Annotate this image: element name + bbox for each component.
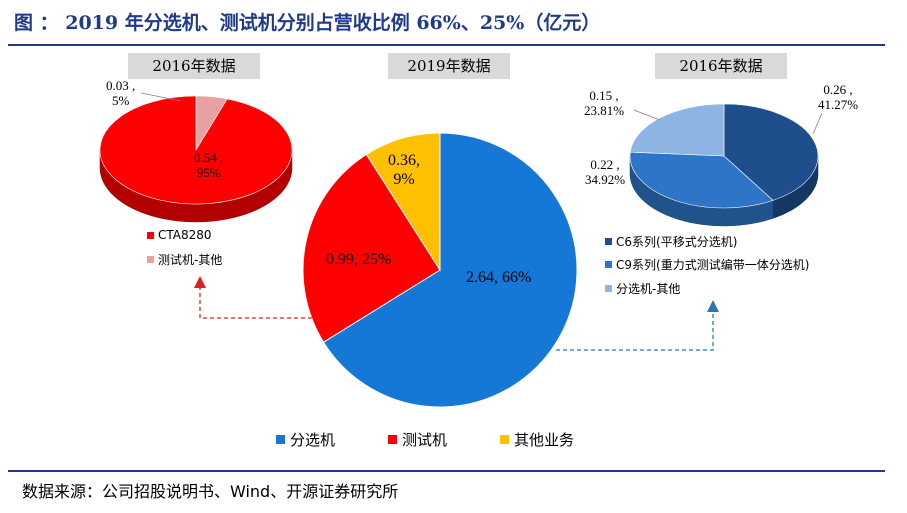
left-chart-title: 2016年数据	[128, 53, 260, 79]
legend-swatch	[605, 261, 612, 268]
right-pie-slice-2	[629, 103, 725, 157]
right-label-other: 0.15 , 23.81%	[584, 88, 625, 118]
left-leader-line	[140, 92, 182, 102]
legend-swatch	[147, 231, 154, 239]
legend-label: 测试机	[402, 431, 448, 449]
right-label-c9: 0.22 , 34.92%	[585, 157, 626, 187]
legend-swatch	[276, 435, 285, 444]
legend-label: 其他业务	[514, 431, 575, 449]
center-pie-slice-1	[302, 153, 441, 343]
top-rule	[8, 44, 885, 46]
center-legend-tester: 测试机	[388, 429, 447, 450]
center-label-other: 0.36, 9%	[388, 152, 420, 188]
right-leader-c6	[812, 112, 823, 135]
center-label-sorter: 2.64, 66%	[466, 269, 532, 286]
legend-label: C6系列(平移式分选机)	[616, 235, 738, 249]
left-label-cta8280: 0.54 , 95%	[194, 150, 224, 180]
center-pie-slice-0	[322, 132, 578, 408]
bottom-rule	[8, 470, 885, 472]
legend-swatch	[605, 238, 612, 245]
legend-swatch	[388, 435, 397, 444]
center-legend-sorter: 分选机	[276, 429, 335, 450]
right-pie-slice-0	[723, 103, 819, 201]
center-chart-title: 2019年数据	[388, 53, 510, 79]
left-pie-slice-1	[99, 95, 293, 205]
legend-label: C9系列(重力式测试编带一体分选机)	[616, 258, 810, 272]
legend-swatch	[500, 435, 509, 444]
center-legend-other: 其他业务	[500, 429, 574, 450]
center-pie-slice-2	[365, 132, 441, 272]
left-legend-cta8280: CTA8280	[147, 228, 212, 242]
right-legend-c6: C6系列(平移式分选机)	[605, 233, 737, 250]
legend-label: 分选机	[290, 431, 336, 449]
red-arrowhead	[194, 276, 206, 288]
right-leader-other	[633, 109, 661, 121]
left-legend-other: 测试机-其他	[147, 251, 222, 268]
center-label-tester: 0.99, 25%	[326, 251, 392, 268]
legend-label: 分选机-其他	[616, 282, 681, 296]
right-chart-title: 2016年数据	[655, 53, 787, 79]
legend-label: CTA8280	[158, 228, 212, 242]
left-label-other: 0.03 , 5%	[106, 78, 136, 108]
legend-swatch	[605, 285, 612, 292]
blue-connector	[556, 309, 714, 351]
figure-title: 图 ： 2019 年分选机、测试机分别占营收比例 66%、25%（亿元）	[14, 12, 601, 34]
legend-label: 测试机-其他	[158, 253, 223, 267]
red-connector	[199, 285, 312, 319]
source-note: 数据来源：公司招股说明书、Wind、开源证券研究所	[22, 482, 399, 501]
right-label-c6: 0.26 , 41.27%	[818, 82, 859, 112]
legend-swatch	[147, 256, 154, 263]
right-pie-slice-1	[629, 151, 774, 209]
blue-arrowhead	[707, 300, 719, 312]
right-legend-other: 分选机-其他	[605, 280, 680, 297]
right-legend-c9: C9系列(重力式测试编带一体分选机)	[605, 256, 809, 273]
